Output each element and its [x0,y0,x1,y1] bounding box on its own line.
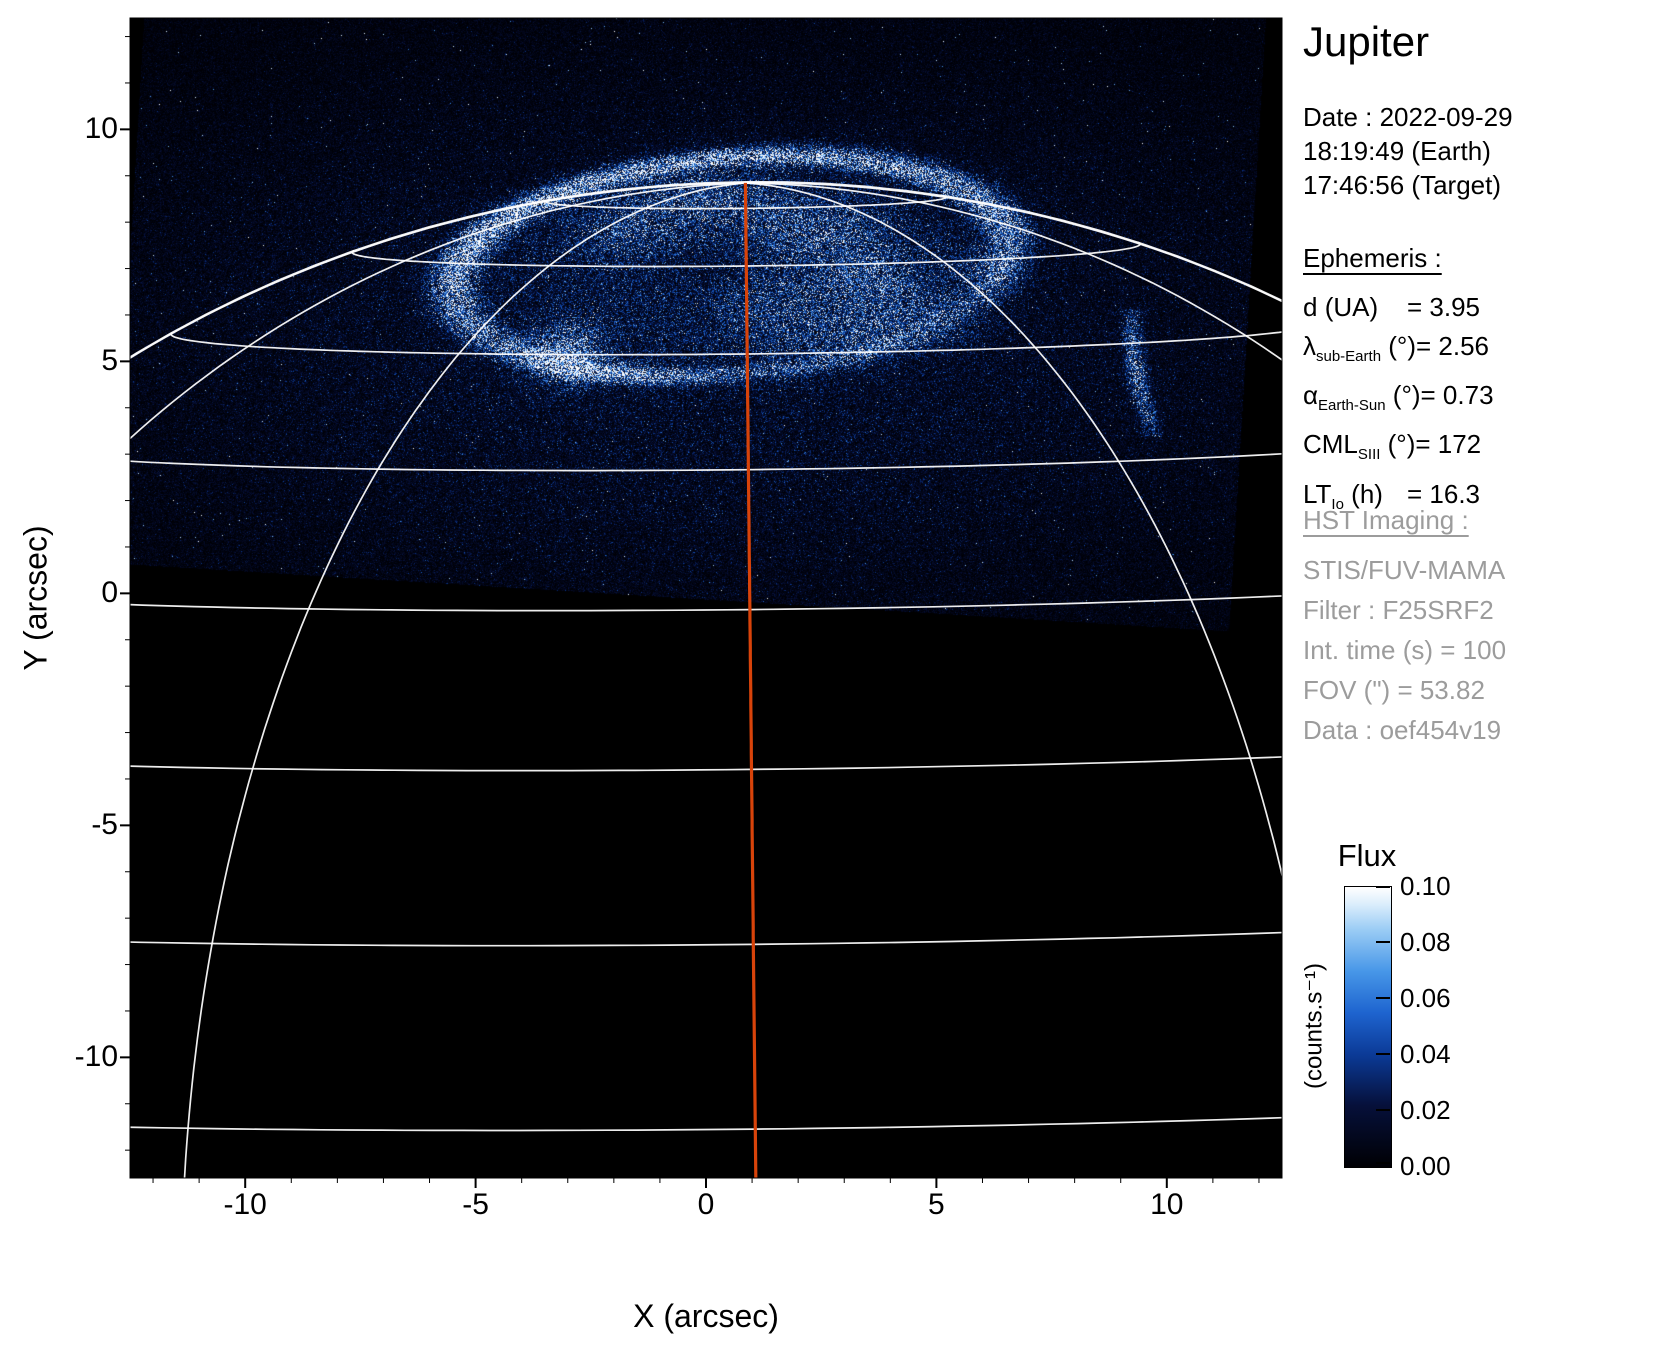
ephemeris-value: = 0.73 [1420,380,1494,411]
colorbar-tick-mark [1376,941,1390,943]
observation-line: 17:46:56 (Target) [1303,170,1502,200]
y-tick-label: -10 [74,1040,118,1074]
colorbar [1344,886,1392,1168]
figure-title: Jupiter [1303,18,1430,65]
ephemeris-value: = 3.95 [1407,292,1481,322]
hst-imaging-block: HST Imaging : STIS/FUV-MAMA Filter : F25S… [1303,505,1506,750]
y-tick-label: 5 [101,344,118,378]
ephemeris-value: = 16.3 [1407,478,1481,509]
ephemeris-row: LTIo (h) = 16.3 [1303,475,1494,524]
ephemeris-value: = 2.56 [1415,331,1489,361]
colorbar-tick-label: 0.10 [1400,871,1451,901]
hst-imaging-line: Int. time (s) = 100 [1303,635,1507,665]
observation-line: Date : 2022-09-29 [1303,102,1513,132]
x-tick-label: 10 [1150,1188,1184,1221]
hst-imaging-lines: STIS/FUV-MAMA Filter : F25SRF2 Int. time (… [1303,550,1506,750]
x-tick-label: -10 [223,1188,267,1221]
colorbar-tick-mark [1376,997,1390,999]
colorbar-tick-label: 0.04 [1400,1039,1451,1069]
hst-imaging-line: Data : oef454v19 [1303,715,1502,745]
x-tick-label: -5 [462,1188,489,1221]
colorbar-tick-label: 0.06 [1400,983,1451,1013]
colorbar-tick-mark [1376,1053,1390,1055]
ephemeris-label: λsub-Earth (°) [1303,331,1416,366]
colorbar-tick-mark [1376,886,1390,888]
colorbar-unit-label: (counts.s⁻¹) [1300,962,1328,1090]
ephemeris-row: αEarth-Sun (°)= 0.73 [1303,376,1494,425]
ephemeris-rows: d (UA) = 3.95 λsub-Earth (°)= 2.56 αEarth-S… [1303,288,1494,524]
ephemeris-label: d (UA) [1303,292,1379,322]
colorbar-tick-mark [1376,1162,1390,1164]
colorbar-tick-label: 0.08 [1400,927,1451,957]
y-tick-label: -5 [91,808,118,842]
ephemeris-row: λsub-Earth (°)= 2.56 [1303,327,1494,376]
aurora-image-canvas [130,18,1282,1178]
x-axis-label: X (arcsec) [633,1298,779,1334]
x-tick-label: 0 [697,1188,715,1221]
ephemeris-block: Ephemeris : d (UA) = 3.95 λsub-Earth (°)= … [1303,243,1494,524]
ephemeris-heading: Ephemeris : [1303,243,1442,273]
ephemeris-row: d (UA) = 3.95 [1303,288,1494,327]
colorbar-tick-mark [1376,1109,1390,1111]
x-tick-label: 5 [928,1188,945,1221]
colorbar-tick-label: 0.00 [1400,1151,1451,1181]
y-tick-label: 10 [84,112,118,146]
observation-line: 18:19:49 (Earth) [1303,136,1491,166]
observation-block: Date : 2022-09-29 18:19:49 (Earth) 17:46:5… [1303,100,1513,202]
hst-imaging-heading: HST Imaging : [1303,505,1469,535]
y-tick-label: 0 [101,576,118,610]
ephemeris-label: CMLSIII (°) [1303,429,1416,464]
ephemeris-row: CMLSIII (°)= 172 [1303,425,1494,474]
ephemeris-label: αEarth-Sun (°) [1303,380,1421,415]
hst-imaging-line: FOV (") = 53.82 [1303,675,1485,705]
hst-imaging-line: Filter : F25SRF2 [1303,595,1494,625]
plot-area [130,18,1282,1178]
hst-imaging-line: STIS/FUV-MAMA [1303,555,1506,585]
ephemeris-label: LTIo (h) [1303,478,1383,513]
ephemeris-value: = 172 [1415,429,1482,460]
colorbar-tick-label: 0.02 [1400,1095,1451,1125]
colorbar-title: Flux [1337,838,1397,873]
